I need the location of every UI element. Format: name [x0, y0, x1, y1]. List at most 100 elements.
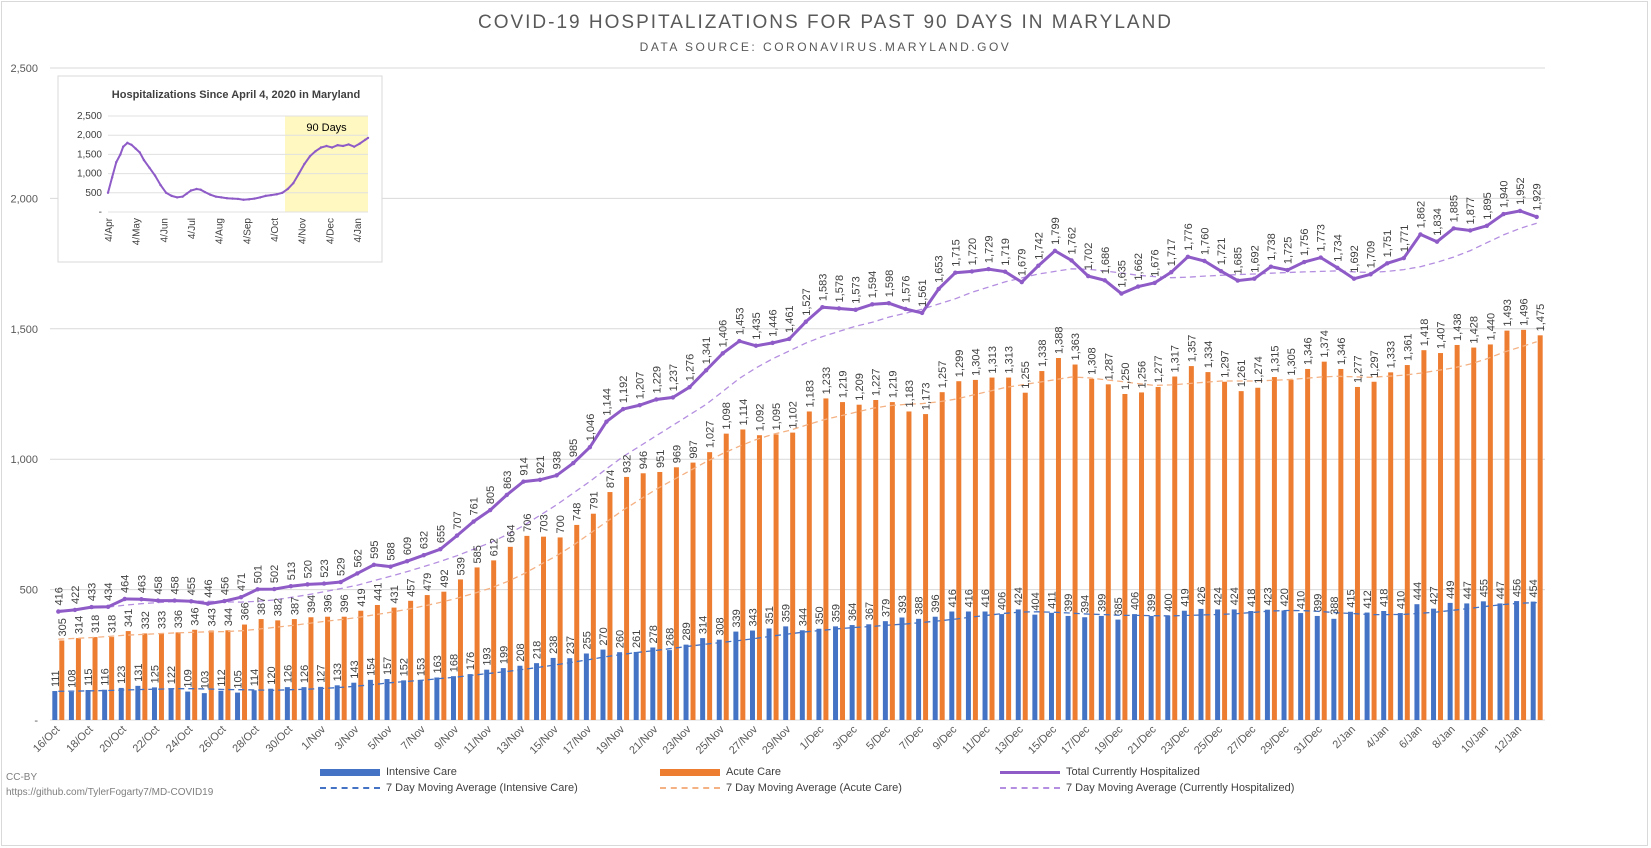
- data-label-total: 1,046: [585, 414, 597, 442]
- bar-acute-care: [59, 640, 65, 720]
- bar-acute-care: [424, 595, 430, 720]
- bar-intensive-care: [118, 687, 124, 720]
- bar-acute-care: [723, 433, 729, 720]
- data-label-intensive-care: 388: [914, 596, 926, 614]
- data-label-acute-care: 1,496: [1519, 298, 1531, 326]
- bar-intensive-care: [534, 663, 540, 720]
- bar-acute-care: [1321, 361, 1327, 720]
- data-label-intensive-care: 364: [847, 603, 859, 621]
- data-label-acute-care: 1,297: [1220, 350, 1232, 378]
- bar-intensive-care: [567, 658, 573, 720]
- bar-intensive-care: [783, 626, 789, 720]
- data-label-total: 609: [402, 537, 414, 555]
- data-label-acute-care: 333: [156, 611, 168, 629]
- x-tick-label: 12/Jan: [1492, 724, 1524, 756]
- data-label-total: 1,446: [768, 309, 780, 337]
- data-label-acute-care: 1,308: [1087, 347, 1099, 375]
- bar-acute-care: [939, 392, 945, 720]
- data-label-total: 1,406: [718, 320, 730, 348]
- bar-acute-care: [1338, 368, 1344, 720]
- inset-point: [336, 143, 339, 147]
- data-label-total: 1,834: [1432, 208, 1444, 236]
- bar-intensive-care: [600, 649, 606, 720]
- data-label-acute-care: 366: [240, 602, 252, 620]
- data-label-acute-care: 1,219: [887, 371, 899, 399]
- bar-acute-care: [75, 638, 81, 720]
- point-total: [1235, 278, 1240, 283]
- point-total: [986, 266, 991, 272]
- inset-y-tick-label: 1,000: [77, 169, 102, 180]
- data-label-intensive-care: 399: [1146, 594, 1158, 612]
- point-total: [953, 270, 958, 275]
- data-label-intensive-care: 411: [1046, 591, 1058, 609]
- bar-intensive-care: [633, 651, 639, 720]
- x-tick-label: 3/Dec: [831, 723, 860, 752]
- data-label-acute-care: 1,297: [1369, 350, 1381, 378]
- inset-point: [231, 197, 234, 200]
- legend-item-ma-acute-care: 7 Day Moving Average (Acute Care): [660, 782, 902, 794]
- legend-label-total: Total Currently Hospitalized: [1066, 766, 1200, 778]
- data-label-acute-care: 441: [372, 583, 384, 601]
- bar-intensive-care: [916, 618, 922, 720]
- inset-point: [258, 196, 262, 199]
- point-total: [1036, 263, 1041, 268]
- y-tick-label: 1,000: [10, 454, 38, 466]
- inset-point: [106, 191, 110, 194]
- bar-acute-care: [1305, 368, 1311, 720]
- x-tick-label: 1/Nov: [299, 723, 328, 752]
- legend-label-acute-care: Acute Care: [726, 766, 782, 778]
- inset-point: [209, 193, 212, 196]
- data-label-intensive-care: 415: [1345, 589, 1357, 607]
- bar-intensive-care: [949, 611, 955, 720]
- inset-x-tick-label: 4/Dec: [325, 218, 336, 244]
- inset-x-tick-label: 4/Nov: [298, 218, 309, 244]
- point-total: [438, 546, 443, 552]
- bar-acute-care: [823, 398, 829, 720]
- data-label-total: 1,717: [1166, 239, 1178, 267]
- data-label-intensive-care: 424: [1213, 587, 1225, 605]
- data-label-acute-care: 951: [655, 450, 667, 468]
- data-label-acute-care: 1,256: [1137, 361, 1149, 389]
- data-label-acute-care: 1,183: [804, 380, 816, 408]
- point-total: [1451, 226, 1456, 231]
- data-label-total: 588: [386, 542, 398, 560]
- point-total: [1517, 208, 1523, 214]
- data-label-intensive-care: 168: [448, 654, 460, 672]
- bar-intensive-care: [1281, 610, 1287, 720]
- footer-url[interactable]: https://github.com/TylerFogarty7/MD-COVI…: [6, 787, 214, 798]
- data-label-total: 1,594: [867, 271, 879, 299]
- series-line-total: [58, 209, 1538, 613]
- x-tick-label: 8/Jan: [1430, 724, 1458, 752]
- bar-acute-care: [1205, 372, 1211, 720]
- x-tick-label: 6/Jan: [1397, 724, 1425, 752]
- point-total: [1202, 258, 1207, 264]
- data-label-total: 1,751: [1382, 230, 1394, 258]
- data-label-intensive-care: 410: [1296, 591, 1308, 609]
- data-label-total: 761: [469, 497, 481, 515]
- bar-acute-care: [374, 604, 380, 720]
- inset-point: [275, 193, 278, 196]
- bar-acute-care: [158, 633, 164, 720]
- legend-swatch-ma-intensive-care: [320, 787, 380, 789]
- bar-intensive-care: [550, 657, 556, 720]
- x-tick-label: 11/Nov: [462, 723, 495, 756]
- bar-acute-care: [1438, 353, 1444, 720]
- data-label-intensive-care: 427: [1429, 586, 1441, 604]
- series-line-ma-total: [58, 222, 1537, 612]
- data-label-total: 1,341: [701, 337, 713, 365]
- data-label-intensive-care: 406: [1130, 592, 1142, 610]
- data-label-intensive-care: 103: [199, 671, 211, 689]
- data-label-intensive-care: 270: [598, 627, 610, 645]
- data-label-acute-care: 1,428: [1469, 316, 1481, 344]
- x-tick-label: 9/Nov: [432, 723, 461, 752]
- bar-intensive-care: [882, 621, 888, 720]
- bar-acute-care: [258, 619, 264, 720]
- inset-point: [281, 191, 284, 194]
- point-total: [903, 306, 908, 312]
- x-tick-label: 23/Dec: [1159, 723, 1192, 756]
- data-label-acute-care: 1,313: [1004, 346, 1016, 374]
- data-label-intensive-care: 199: [498, 646, 510, 664]
- bar-acute-care: [1122, 394, 1128, 720]
- data-label-total: 1,229: [651, 366, 663, 394]
